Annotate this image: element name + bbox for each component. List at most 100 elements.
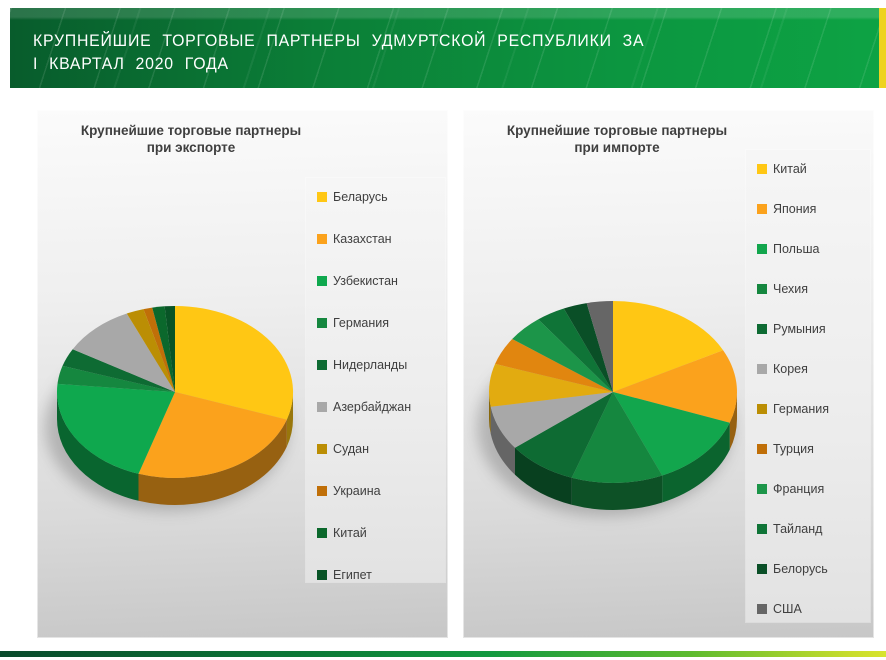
pie-slice-side [515,447,572,505]
legend-swatch [757,324,767,334]
pie-slice [138,392,287,479]
pie-slice [489,363,613,407]
legend-swatch [317,486,327,496]
pie-slice [62,349,175,392]
pie-slice [57,365,175,392]
pie-slice [613,392,730,476]
legend-item: Япония [746,202,870,242]
legend-swatch [757,524,767,534]
import-legend: Китай Япония Польша Чехия Румыния Корея Герман… [746,150,870,622]
legend-label: Азербайджан [333,400,412,414]
legend-label: Нидерланды [333,358,408,372]
legend-swatch [757,564,767,574]
legend-swatch [757,404,767,414]
legend-swatch [757,604,767,614]
legend-label: Польша [773,242,820,256]
legend-swatch [757,484,767,494]
pie-slice-side [571,475,663,510]
page-title-line-1: КРУПНЕЙШИЕ ТОРГОВЫЕ ПАРТНЕРЫ УДМУРТСКОЙ … [33,32,645,50]
legend-item: Тайланд [746,522,870,562]
export-chart-panel: Крупнейшие торговые партнеры при экспорт… [37,110,448,638]
legend-label: Германия [333,316,390,330]
pie-slice-side [57,392,139,501]
legend-label: Япония [773,202,817,216]
pie-slice-side [729,392,737,450]
pie-slice [538,308,613,392]
legend-label: Корея [773,362,808,376]
pie-slice [563,303,613,392]
legend-swatch [317,402,327,412]
legend-item: Франция [746,482,870,522]
pie-slice-side [489,392,491,434]
legend-label: Тайланд [773,522,823,536]
legend-swatch [317,570,327,580]
legend-label: Турция [773,442,814,456]
pie-slice [613,301,724,392]
legend-item: Германия [306,316,445,358]
pie-slice [515,392,613,478]
legend-item: Турция [746,442,870,482]
legend-swatch [757,284,767,294]
export-chart-title-line-1: Крупнейшие торговые партнеры [80,123,302,138]
banner-accent-strip [879,8,886,88]
legend-item: Китай [306,526,445,568]
legend-swatch [317,276,327,286]
legend-label: Франция [773,482,825,496]
pie-slice [56,383,175,474]
legend-item: Корея [746,362,870,402]
export-pie-chart [45,305,294,511]
legend-item: Китай [746,162,870,202]
legend-label: Казахстан [333,232,392,246]
import-chart-title-line-1: Крупнейшие торговые партнеры [506,123,728,138]
legend-swatch [317,192,327,202]
legend-swatch [317,234,327,244]
legend-item: Азербайджан [306,400,445,442]
pie-slice-side [286,392,294,447]
legend-item: Германия [746,402,870,442]
legend-swatch [317,318,327,328]
pie-slice [152,306,175,392]
legend-swatch [757,244,767,254]
pie-slice [126,309,175,392]
export-chart-title: Крупнейшие торговые партнеры при экспорт… [39,122,343,156]
export-legend: Беларусь Казахстан Узбекистан Германия Нидер… [306,178,445,582]
legend-item: Узбекистан [306,274,445,316]
legend-label: Чехия [773,282,809,296]
pie-slice [490,392,613,448]
legend-swatch [317,360,327,370]
legend-label: Узбекистан [333,274,398,288]
legend-item: США [746,602,870,642]
page-title-line-2: I КВАРТАЛ 2020 ГОДА [33,55,229,73]
pie-slice [613,350,737,423]
legend-label: Белорусь [773,562,828,576]
legend-item: Судан [306,442,445,484]
legend-swatch [757,364,767,374]
banner-diagonal-pattern [10,8,886,88]
pie-slice [175,306,294,420]
pie-slice [72,313,175,392]
legend-label: США [773,602,802,616]
legend-swatch [757,204,767,214]
legend-swatch [317,444,327,454]
legend-label: Судан [333,442,370,456]
legend-swatch [757,444,767,454]
legend-label: Египет [333,568,372,582]
import-chart-panel: Крупнейшие торговые партнеры при импорте… [463,110,874,638]
legend-item: Чехия [746,282,870,322]
pie-slice [571,392,663,483]
legend-item: Польша [746,242,870,282]
pie-slice-side [490,406,515,475]
footer-gradient-bar [0,651,886,657]
pie-slice [512,319,613,392]
legend-item: Белорусь [746,562,870,602]
import-chart-title-line-2: при импорте [574,140,660,155]
legend-item: Египет [306,568,445,610]
import-chart-title: Крупнейшие торговые партнеры при импорте [465,122,769,156]
legend-label: Германия [773,402,830,416]
pie-slice-side [138,419,287,506]
legend-label: Китай [773,162,807,176]
pie-slice [164,305,175,392]
import-pie-chart [477,301,737,516]
legend-item: Румыния [746,322,870,362]
